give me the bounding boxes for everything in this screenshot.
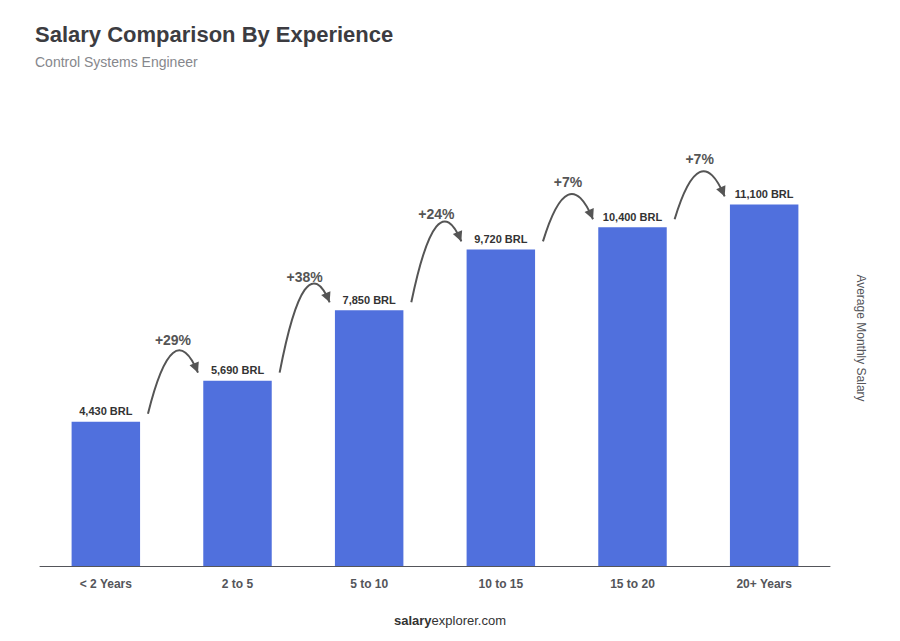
svg-text:+7%: +7% — [685, 151, 714, 167]
svg-text:2 to 5: 2 to 5 — [222, 577, 254, 591]
svg-text:15 to 20: 15 to 20 — [610, 577, 655, 591]
svg-text:5,690 BRL: 5,690 BRL — [211, 364, 264, 376]
svg-text:Control Systems Engineer: Control Systems Engineer — [35, 54, 198, 70]
svg-text:+24%: +24% — [418, 206, 455, 222]
svg-text:+38%: +38% — [287, 269, 324, 285]
svg-text:9,720 BRL: 9,720 BRL — [474, 233, 527, 245]
svg-text:explorer.com: explorer.com — [432, 613, 506, 628]
svg-text:Average Monthly Salary: Average Monthly Salary — [854, 274, 868, 401]
svg-text:10 to 15: 10 to 15 — [478, 577, 523, 591]
svg-text:salary: salary — [394, 613, 432, 628]
svg-text:11,100 BRL: 11,100 BRL — [735, 188, 794, 200]
svg-text:20+ Years: 20+ Years — [736, 577, 792, 591]
svg-text:< 2 Years: < 2 Years — [80, 577, 132, 591]
svg-text:+29%: +29% — [155, 332, 192, 348]
svg-text:4,430 BRL: 4,430 BRL — [79, 405, 132, 417]
svg-text:10,400 BRL: 10,400 BRL — [603, 211, 663, 223]
svg-text:7,850 BRL: 7,850 BRL — [343, 294, 396, 306]
svg-text:5 to 10: 5 to 10 — [350, 577, 388, 591]
svg-text:Salary Comparison By Experienc: Salary Comparison By Experience — [35, 22, 393, 47]
svg-text:+7%: +7% — [554, 174, 583, 190]
